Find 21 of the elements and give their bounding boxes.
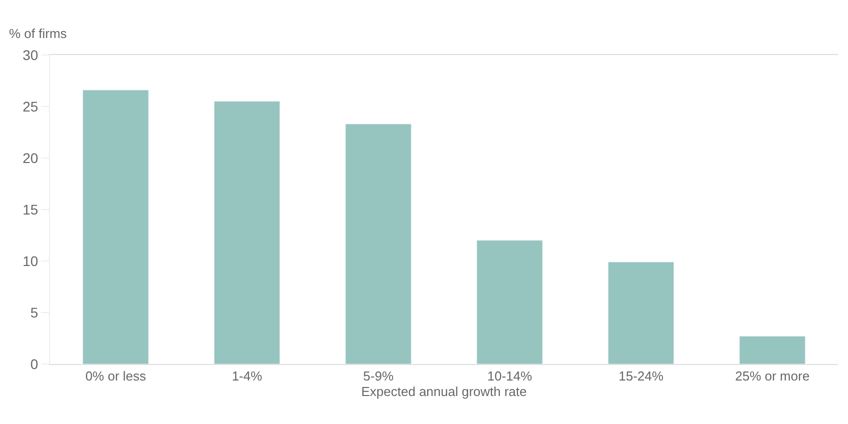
x-tick-label: 25% or more (735, 368, 810, 384)
y-tick-label: 0 (30, 356, 38, 372)
y-tick-label: 10 (22, 252, 38, 269)
y-tick-label: 20 (22, 150, 38, 166)
x-tick-label: 0% or less (85, 368, 147, 384)
x-axis-title: Expected annual growth rate (361, 384, 527, 400)
y-axis-title: % of firms (9, 26, 68, 41)
bar (476, 240, 543, 364)
y-tick-label: 5 (30, 304, 38, 320)
bar (608, 262, 674, 364)
y-tick-label: 30 (22, 46, 38, 63)
y-tick-label: 25 (22, 98, 38, 114)
y-tick-label: 15 (22, 201, 38, 218)
x-tick-label: 10-14% (487, 368, 533, 384)
x-tick-label: 5-9% (363, 368, 394, 384)
bar (214, 101, 280, 364)
bar (739, 336, 806, 364)
bar (345, 124, 412, 364)
bar (82, 90, 149, 364)
x-tick-label: 15-24% (618, 368, 664, 384)
x-tick-label: 1-4% (232, 368, 263, 384)
